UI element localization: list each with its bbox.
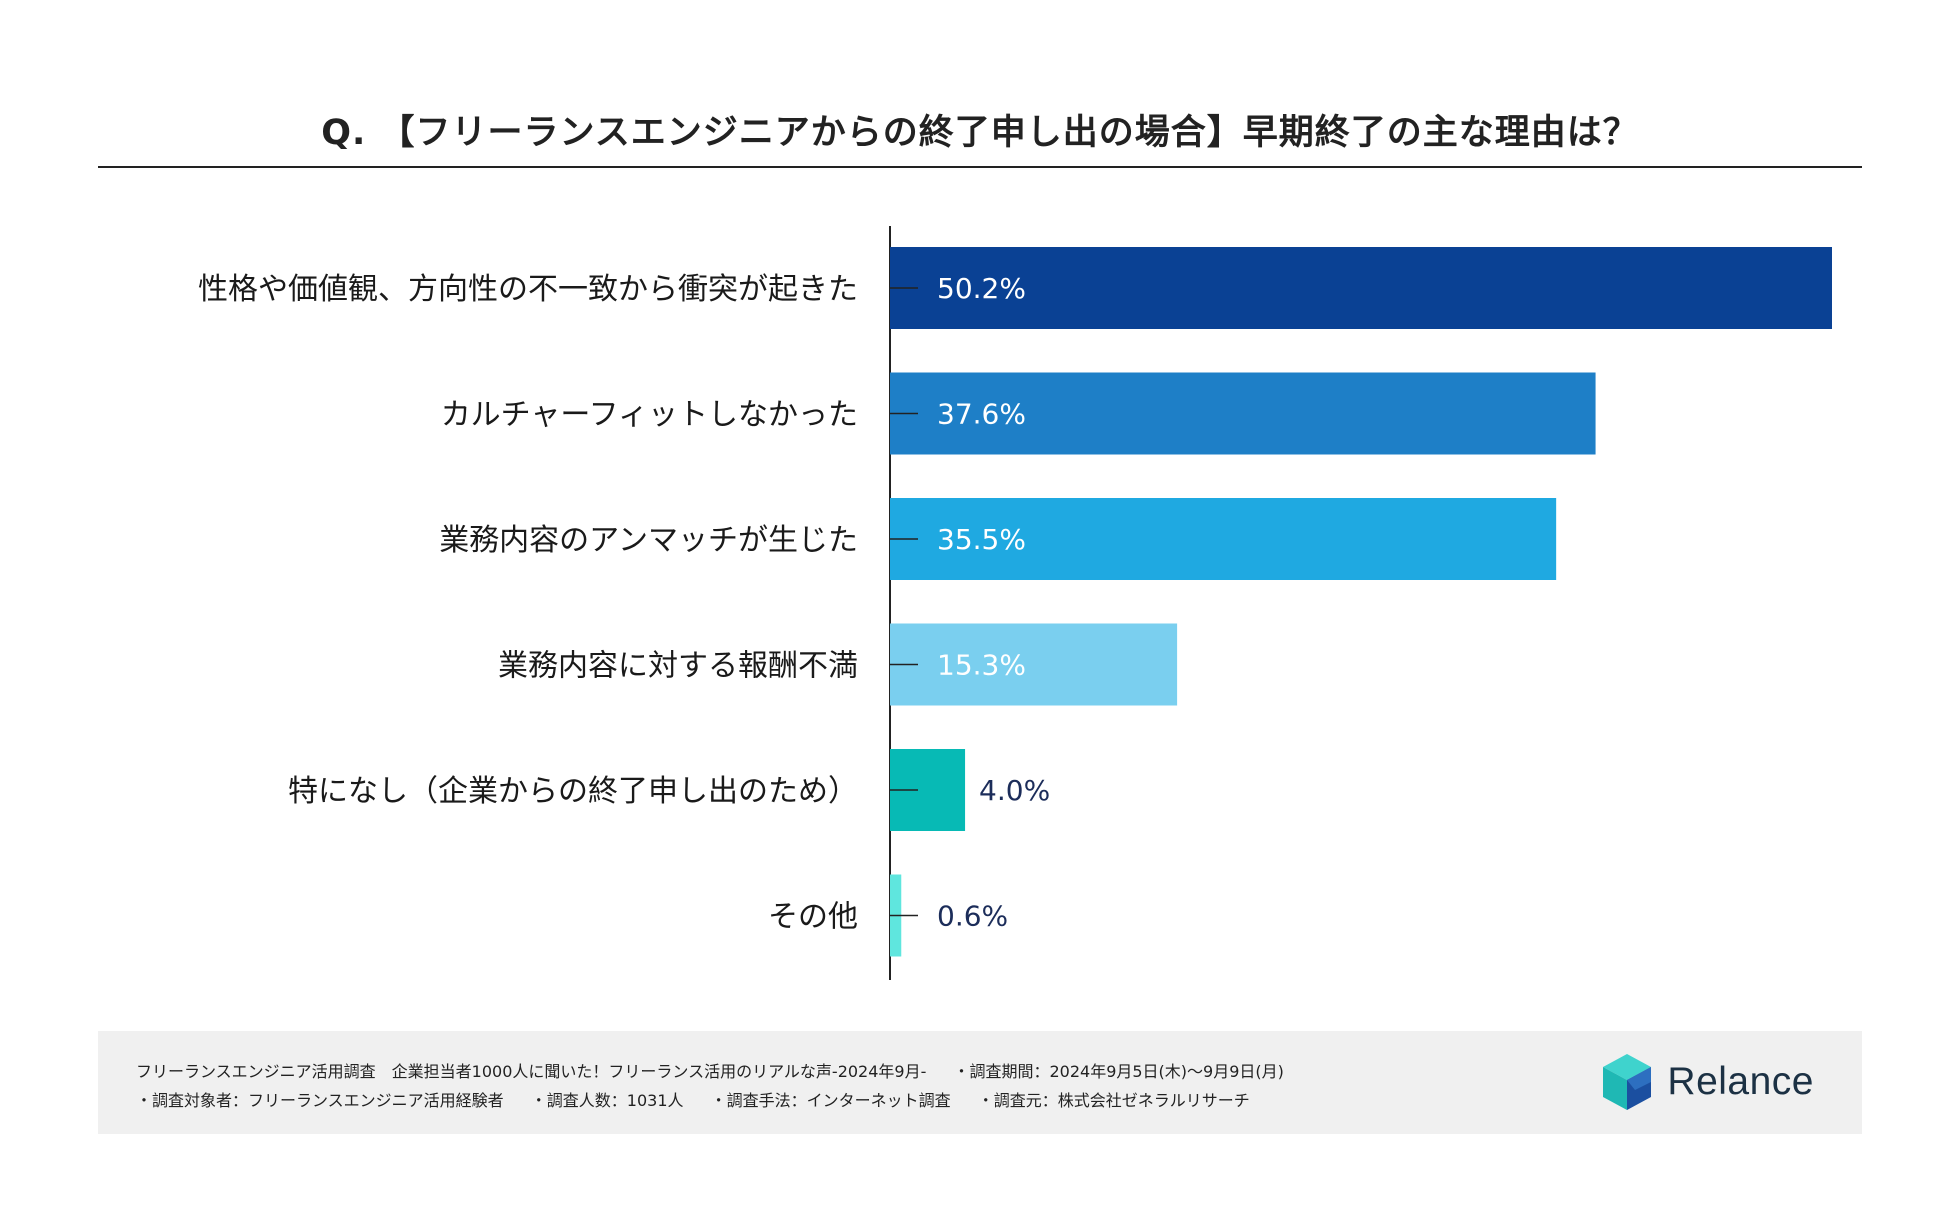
- bar: [890, 372, 1596, 455]
- category-label: 業務内容のアンマッチが生じた: [439, 523, 858, 558]
- relance-logo: Relance: [1601, 1050, 1814, 1114]
- data-label: 37.6%: [937, 398, 1026, 431]
- data-label: 0.6%: [937, 900, 1008, 933]
- survey-period: ・調査期間：2024年9月5日(木)〜9月9日(月): [953, 1062, 1284, 1081]
- logo-text: Relance: [1667, 1060, 1814, 1103]
- survey-source: ・調査元：株式会社ゼネラルリサーチ: [977, 1091, 1250, 1110]
- category-label: その他: [768, 900, 858, 935]
- survey-method: ・調査手法：インターネット調査: [710, 1091, 951, 1110]
- footer-line-2: ・調査対象者：フリーランスエンジニア活用経験者 ・調査人数：1031人 ・調査手…: [136, 1087, 1272, 1111]
- survey-footer: フリーランスエンジニア活用調査 企業担当者1000人に聞いた！フリーランス活用の…: [98, 1031, 1862, 1134]
- footer-line-1: フリーランスエンジニア活用調査 企業担当者1000人に聞いた！フリーランス活用の…: [136, 1058, 1306, 1082]
- survey-count: ・調査人数：1031人: [530, 1091, 684, 1110]
- bar: [890, 247, 1832, 329]
- bar-chart: 性格や価値観、方向性の不一致から衝突が起きた 50.2% カルチャーフィットしなかっ…: [198, 226, 1832, 980]
- chart-title: Q. 【フリーランスエンジニアからの終了申し出の場合】早期終了の主な理由は？: [321, 113, 1639, 153]
- data-label: 35.5%: [937, 523, 1026, 556]
- survey-target: ・調査対象者：フリーランスエンジニア活用経験者: [136, 1091, 504, 1110]
- category-label: 業務内容に対する報酬不満: [498, 649, 858, 684]
- category-label: 性格や価値観、方向性の不一致から衝突が起きた: [198, 272, 858, 307]
- data-label: 50.2%: [937, 272, 1026, 305]
- category-label: 特になし（企業からの終了申し出のため）: [288, 774, 858, 809]
- survey-title: フリーランスエンジニア活用調査 企業担当者1000人に聞いた！フリーランス活用の…: [136, 1062, 927, 1081]
- bar: [890, 498, 1557, 580]
- relance-cube-icon: [1603, 1054, 1652, 1110]
- data-label: 15.3%: [937, 649, 1026, 682]
- bar: [890, 623, 1178, 706]
- title-divider: [98, 166, 1862, 168]
- category-label: カルチャーフィットしなかった: [441, 398, 858, 433]
- data-label: 4.0%: [979, 774, 1050, 807]
